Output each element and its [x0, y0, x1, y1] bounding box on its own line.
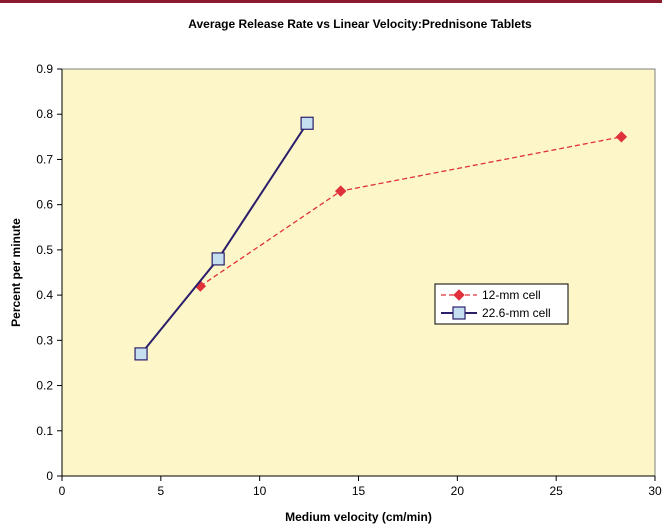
y-tick-label: 0.5 [36, 243, 53, 257]
plot-area [61, 68, 656, 477]
x-tick-label: 25 [549, 484, 563, 498]
y-tick-label: 0.7 [36, 152, 53, 166]
y-axis-ticks: 0 0.1 0.2 0.3 0.4 0.5 0.6 0.7 0.8 0.9 [36, 62, 63, 483]
x-tick-label: 0 [59, 484, 66, 498]
series-2 [134, 116, 314, 361]
y-axis-label: Percent per minute [9, 218, 23, 327]
legend-swatch-marker [452, 306, 466, 320]
y-tick-label: 0.2 [36, 379, 53, 393]
y-tick-label: 0.3 [36, 333, 53, 347]
y-tick-label: 0.6 [36, 198, 53, 212]
legend-item-2: 22.6-mm cell [441, 306, 551, 320]
legend-label: 12-mm cell [482, 288, 541, 302]
x-tick-label: 10 [253, 484, 267, 498]
x-axis-ticks: 0 5 10 15 20 25 30 [59, 475, 662, 498]
x-tick-label: 30 [648, 484, 662, 498]
x-tick-label: 5 [157, 484, 164, 498]
x-tick-label: 15 [352, 484, 366, 498]
data-point [134, 347, 148, 361]
legend-item-1: 12-mm cell [441, 288, 541, 302]
legend: 12-mm cell 22.6-mm cell [434, 283, 569, 325]
y-tick-label: 0.8 [36, 107, 53, 121]
top-rule [0, 0, 662, 3]
legend-swatch-marker [453, 289, 465, 301]
x-axis-label: Medium velocity (cm/min) [285, 510, 432, 524]
y-tick-label: 0 [46, 469, 53, 483]
y-tick-label: 0.9 [36, 62, 53, 76]
legend-label: 22.6-mm cell [482, 306, 551, 320]
data-point [211, 252, 225, 266]
data-point [615, 131, 628, 143]
data-point [300, 116, 314, 130]
series-layer [134, 116, 628, 361]
y-tick-label: 0.4 [36, 288, 53, 302]
y-tick-label: 0.1 [36, 424, 53, 438]
chart-title: Average Release Rate vs Linear Velocity:… [188, 17, 532, 31]
data-point [335, 185, 347, 197]
x-tick-label: 20 [451, 484, 465, 498]
